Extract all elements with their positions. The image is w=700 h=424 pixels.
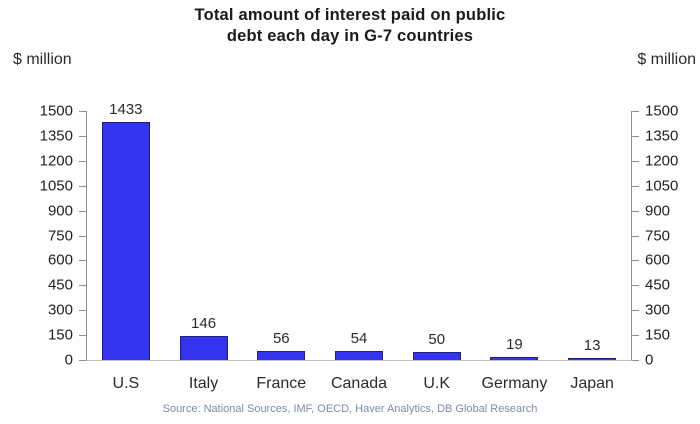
y-tick-mark-left (79, 260, 86, 262)
y-tick-label-left: 150 (47, 326, 73, 344)
x-axis-label-france: France (256, 375, 307, 392)
y-tick-label-left: 900 (47, 202, 73, 220)
y-tick-label-left: 750 (47, 227, 73, 244)
y-tick-mark-left (79, 285, 86, 287)
bar-value-label: 146 (191, 314, 217, 332)
bar-canada (335, 351, 383, 360)
chart-title-line-1: Total amount of interest paid on public (194, 6, 506, 24)
y-tick-label-right: 0 (645, 351, 654, 369)
source-note: Source: National Sources, IMF, OECD, Hav… (162, 403, 538, 415)
bar-value-label: 54 (350, 330, 368, 348)
y-tick-label-left: 1200 (39, 152, 73, 170)
bar-value-label: 50 (428, 330, 446, 348)
y-tick-label-left: 1050 (39, 177, 73, 195)
y-tick-mark-right (632, 260, 639, 262)
y-tick-label-left: 1500 (39, 102, 73, 120)
chart-title-line-2: debt each day in G-7 countries (226, 27, 474, 45)
plot-area: 0 0 150 150 300 300 450 450 600 600 750 750 900 900 10… (40, 101, 679, 392)
x-axis-label-japan: Japan (570, 375, 614, 392)
y-tick-label-left: 0 (64, 351, 73, 369)
bar-germany (490, 356, 539, 360)
bar-italy (179, 335, 228, 360)
bar-value-label: 1433 (109, 101, 143, 119)
y-tick-mark-left (79, 310, 86, 312)
bar-france (257, 350, 306, 360)
chart-title: Total amount of interest paid on public … (0, 5, 700, 47)
y-tick-mark-right (632, 210, 639, 212)
y-tick-mark-right (632, 135, 639, 137)
bar-value-label: 13 (583, 336, 601, 354)
bar-japan (568, 357, 617, 360)
bar-uk (412, 351, 461, 360)
y-axis-unit-left: $ million (13, 51, 72, 68)
x-axis-label-canada: Canada (330, 375, 388, 392)
y-tick-mark-right (632, 235, 639, 237)
x-axis-label-us: U.S (112, 375, 140, 392)
y-tick-mark-left (79, 111, 86, 112)
y-tick-label-right: 750 (645, 227, 671, 244)
y-tick-mark-right (632, 310, 639, 312)
y-tick-mark-left (79, 210, 86, 212)
y-tick-mark-left (79, 360, 86, 361)
y-axis-unit-right: $ million (637, 51, 696, 68)
y-tick-label-left: 450 (47, 276, 73, 294)
y-tick-label-left: 300 (47, 301, 73, 319)
y-tick-label-right: 150 (645, 326, 671, 344)
y-tick-mark-left (79, 235, 86, 237)
y-tick-label-right: 900 (645, 202, 671, 220)
y-tick-label-right: 600 (645, 251, 671, 269)
y-tick-label-left: 1350 (39, 127, 73, 145)
y-tick-mark-right (632, 111, 639, 112)
y-tick-label-right: 1350 (645, 127, 679, 145)
y-tick-mark-right (632, 185, 639, 187)
y-tick-label-right: 1500 (645, 102, 679, 120)
y-tick-label-right: 1050 (645, 177, 679, 195)
x-axis-label-italy: Italy (188, 375, 219, 392)
y-tick-label-left: 600 (47, 251, 73, 269)
y-tick-mark-right (632, 160, 639, 162)
y-tick-mark-right (632, 335, 639, 337)
y-tick-label-right: 1200 (645, 152, 679, 170)
y-tick-mark-left (79, 335, 86, 337)
y-tick-label-right: 300 (645, 301, 671, 319)
y-tick-mark-left (79, 185, 86, 187)
bar-us (101, 122, 150, 360)
y-tick-mark-left (79, 160, 86, 162)
y-tick-mark-right (632, 285, 639, 287)
bar-value-label: 56 (272, 329, 290, 347)
y-tick-mark-left (79, 135, 86, 137)
bar-value-label: 19 (506, 335, 523, 353)
x-axis-label-germany: Germany (481, 375, 548, 392)
y-tick-mark-right (632, 360, 639, 361)
y-tick-label-right: 450 (645, 276, 671, 294)
x-axis-label-uk: U.K (423, 375, 451, 392)
